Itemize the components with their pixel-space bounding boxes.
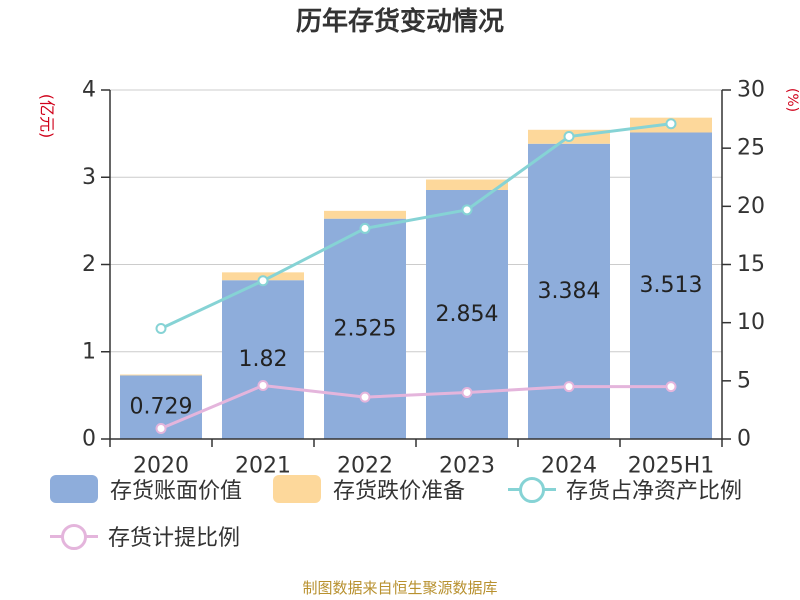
point-provision-ratio	[359, 391, 371, 403]
data-label-book-value: 1.82	[239, 347, 288, 372]
line-provision-ratio	[160, 383, 671, 430]
legend-swatch-provision-ratio	[50, 522, 98, 550]
legend-label-impairment-reserve: 存货跌价准备	[333, 479, 466, 504]
legend-item-impairment-reserve[interactable]: 存货跌价准备	[273, 474, 465, 504]
y-tick-label: 0	[82, 427, 96, 452]
y-tick-label: 3	[82, 165, 96, 190]
x-tick-label: 2022	[337, 454, 393, 479]
y2-tick-label: 5	[737, 368, 751, 393]
data-label-book-value: 2.525	[334, 316, 397, 341]
legend-swatch-book-value	[50, 475, 98, 503]
x-tick-label: 2020	[133, 454, 189, 479]
point-net-asset-ratio	[665, 118, 677, 130]
y2-axis-title: (%)	[784, 88, 800, 112]
point-provision-ratio	[563, 381, 575, 393]
y-tick-label: 2	[82, 252, 96, 277]
y2-tick-label: 10	[737, 310, 765, 335]
point-net-asset-ratio	[155, 322, 167, 334]
y2-tick-label: 30	[737, 78, 765, 103]
x-tick-label: 2025H1	[628, 454, 715, 479]
point-provision-ratio	[257, 379, 269, 391]
data-label-book-value: 3.513	[640, 273, 703, 298]
legend-item-book-value[interactable]: 存货账面价值	[50, 474, 242, 504]
legend-label-book-value: 存货账面价值	[110, 479, 243, 504]
bar-impairment-reserve	[324, 210, 406, 219]
legend-label-provision-ratio: 存货计提比例	[108, 526, 241, 551]
point-net-asset-ratio	[257, 275, 269, 287]
x-tick-label: 2024	[541, 454, 597, 479]
x-tick-label: 2021	[235, 454, 291, 479]
legend-label-net-asset-ratio: 存货占净资产比例	[566, 479, 743, 504]
y-axis-title: (亿元)	[38, 94, 57, 139]
y2-tick-label: 15	[737, 252, 765, 277]
bar-impairment-reserve	[120, 374, 202, 376]
data-label-book-value: 2.854	[436, 302, 499, 327]
line-net-asset-ratio	[160, 122, 672, 330]
point-provision-ratio	[665, 381, 677, 393]
source-note: 制图数据来自恒生聚源数据库	[302, 579, 498, 597]
y-tick-label: 1	[82, 339, 96, 364]
data-label-book-value: 3.384	[538, 279, 601, 304]
point-net-asset-ratio	[359, 222, 371, 234]
legend-item-provision-ratio[interactable]: 存货计提比例	[50, 521, 240, 551]
legend-swatch-net-asset-ratio	[508, 475, 556, 503]
chart-title: 历年存货变动情况	[295, 7, 504, 37]
y-tick-label: 4	[82, 78, 96, 103]
bar-impairment-reserve	[426, 179, 508, 190]
y2-tick-label: 20	[737, 194, 765, 219]
legend-item-net-asset-ratio[interactable]: 存货占净资产比例	[508, 474, 742, 504]
bar-book-value	[222, 280, 304, 439]
point-provision-ratio	[461, 386, 473, 398]
data-label-book-value: 0.729	[130, 395, 193, 420]
legend-swatch-impairment-reserve	[273, 475, 321, 503]
y2-tick-label: 25	[737, 136, 765, 161]
point-net-asset-ratio	[563, 131, 575, 143]
point-provision-ratio	[155, 423, 167, 435]
x-tick-label: 2023	[439, 454, 495, 479]
point-net-asset-ratio	[461, 204, 473, 216]
y2-tick-label: 0	[737, 427, 751, 452]
